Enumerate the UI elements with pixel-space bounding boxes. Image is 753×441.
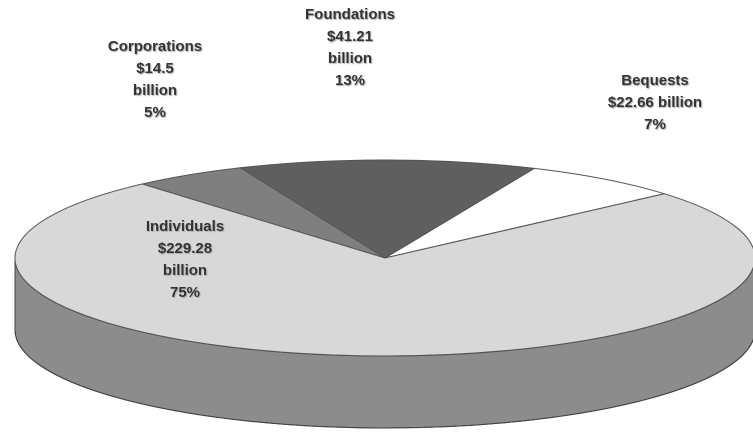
slice-label: Foundations $41.21 billion 13%	[275, 4, 425, 92]
slice-name: Foundations	[305, 6, 395, 23]
slice-percent: 5%	[144, 104, 166, 121]
pie-slice	[384, 167, 667, 259]
pie-slice	[238, 159, 536, 259]
slice-name: Corporations	[107, 38, 203, 55]
slice-name: Individuals	[145, 218, 225, 235]
slice-amount: $22.66 billion	[607, 94, 703, 111]
slice-name: Bequests	[621, 72, 689, 89]
slice-amount: $14.5 billion	[132, 60, 178, 99]
slice-percent: 13%	[334, 72, 366, 89]
slice-amount: $41.21 billion	[327, 28, 373, 67]
pie-slice	[14, 183, 753, 357]
slice-amount: $229.28 billion	[157, 240, 213, 279]
slice-label: Individuals $229.28 billion 75%	[100, 216, 270, 304]
pie-tops	[14, 159, 753, 357]
slice-label: Bequests $22.66 billion 7%	[570, 70, 740, 136]
slice-percent: 75%	[169, 284, 201, 301]
slice-label: Corporations $14.5 billion 5%	[75, 36, 235, 124]
slice-percent: 7%	[644, 116, 666, 133]
